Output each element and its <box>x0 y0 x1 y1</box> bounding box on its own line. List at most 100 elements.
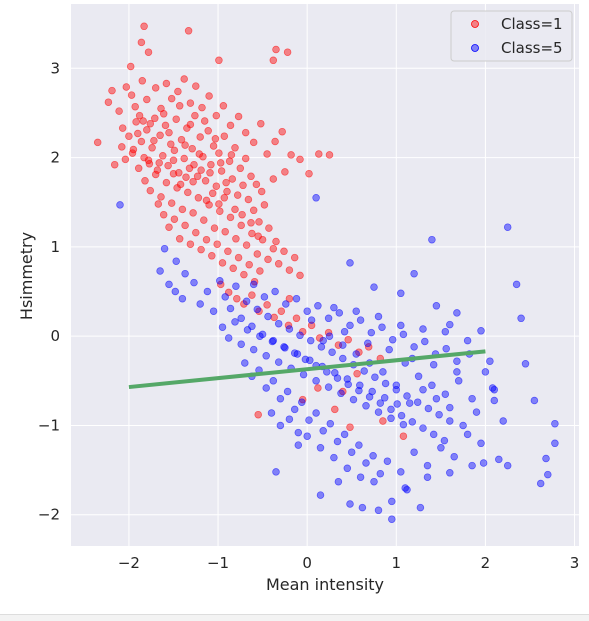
data-point <box>146 119 155 128</box>
data-point <box>446 417 454 425</box>
data-point <box>186 240 195 248</box>
data-point <box>374 312 383 321</box>
data-point <box>239 181 247 190</box>
data-point <box>219 102 228 110</box>
data-point <box>432 302 441 310</box>
data-point <box>356 473 365 481</box>
data-point <box>376 399 385 407</box>
data-point <box>283 387 292 396</box>
data-point <box>220 194 229 202</box>
data-point <box>132 118 140 126</box>
data-point <box>446 320 454 329</box>
data-point <box>215 56 223 65</box>
data-point <box>551 439 559 448</box>
data-point <box>307 316 316 324</box>
data-point <box>197 245 205 254</box>
data-point <box>93 138 102 147</box>
data-point <box>159 152 167 160</box>
data-point <box>159 110 168 118</box>
data-point <box>144 156 153 165</box>
data-point <box>253 305 262 314</box>
data-point <box>419 385 427 394</box>
data-point <box>521 360 530 368</box>
data-point <box>330 303 338 312</box>
data-point <box>156 131 164 140</box>
data-point <box>421 337 429 346</box>
data-point <box>170 146 179 155</box>
y-tick-label: 0 <box>50 327 60 345</box>
data-point <box>237 314 245 323</box>
data-point <box>162 178 171 187</box>
data-point <box>110 160 119 169</box>
data-point <box>378 323 386 331</box>
data-point <box>233 294 241 303</box>
data-point <box>118 143 126 151</box>
data-point <box>232 235 240 243</box>
data-point <box>218 323 227 331</box>
data-point <box>339 341 347 349</box>
data-point <box>186 99 195 107</box>
data-point <box>237 221 245 230</box>
data-point <box>201 177 210 185</box>
data-point <box>210 224 219 232</box>
data-point <box>306 356 314 365</box>
data-point <box>254 410 262 419</box>
data-point <box>257 187 266 196</box>
data-point <box>151 114 159 123</box>
data-point <box>190 160 198 169</box>
data-point <box>397 289 405 298</box>
data-point <box>414 372 423 381</box>
data-point <box>204 127 212 135</box>
data-point <box>217 167 226 175</box>
data-point <box>287 151 295 159</box>
data-point <box>334 477 343 486</box>
data-point <box>242 241 251 249</box>
data-point <box>237 340 245 348</box>
data-point <box>176 180 185 189</box>
data-point <box>193 172 202 181</box>
data-point <box>208 189 217 198</box>
data-point <box>190 278 198 287</box>
data-point <box>280 247 288 256</box>
data-point <box>290 405 299 414</box>
data-point <box>314 302 322 310</box>
data-point <box>343 375 352 383</box>
data-point <box>305 169 313 178</box>
data-point <box>156 267 164 275</box>
data-point <box>337 389 345 398</box>
legend-label-class-5: Class=5 <box>501 39 563 57</box>
data-point <box>397 468 405 476</box>
data-point <box>138 77 147 85</box>
data-point <box>178 294 187 303</box>
data-point <box>299 370 308 379</box>
data-point <box>428 381 436 390</box>
data-point <box>234 112 243 121</box>
data-point <box>126 62 135 71</box>
data-point <box>115 107 123 115</box>
data-point <box>326 419 335 428</box>
data-point <box>399 432 408 440</box>
data-point <box>129 145 138 154</box>
legend: Class=1 Class=5 <box>450 10 573 62</box>
data-point <box>206 169 214 177</box>
window-bottom-edge <box>0 614 589 621</box>
data-point <box>385 345 393 354</box>
data-point <box>209 307 218 315</box>
data-point <box>171 287 180 296</box>
data-point <box>143 95 151 104</box>
data-point <box>383 457 392 465</box>
x-tick-label: 2 <box>481 554 491 572</box>
y-tick-label: 1 <box>50 238 60 256</box>
data-point <box>202 196 211 205</box>
data-point <box>408 418 417 426</box>
data-point <box>134 129 142 138</box>
data-point <box>248 291 256 299</box>
data-point <box>264 312 272 321</box>
data-point <box>224 334 233 342</box>
data-point <box>416 503 425 512</box>
data-point <box>419 424 427 432</box>
fit-line-group <box>128 349 486 390</box>
data-point <box>220 132 229 140</box>
data-point <box>296 271 304 280</box>
data-point <box>387 405 395 414</box>
